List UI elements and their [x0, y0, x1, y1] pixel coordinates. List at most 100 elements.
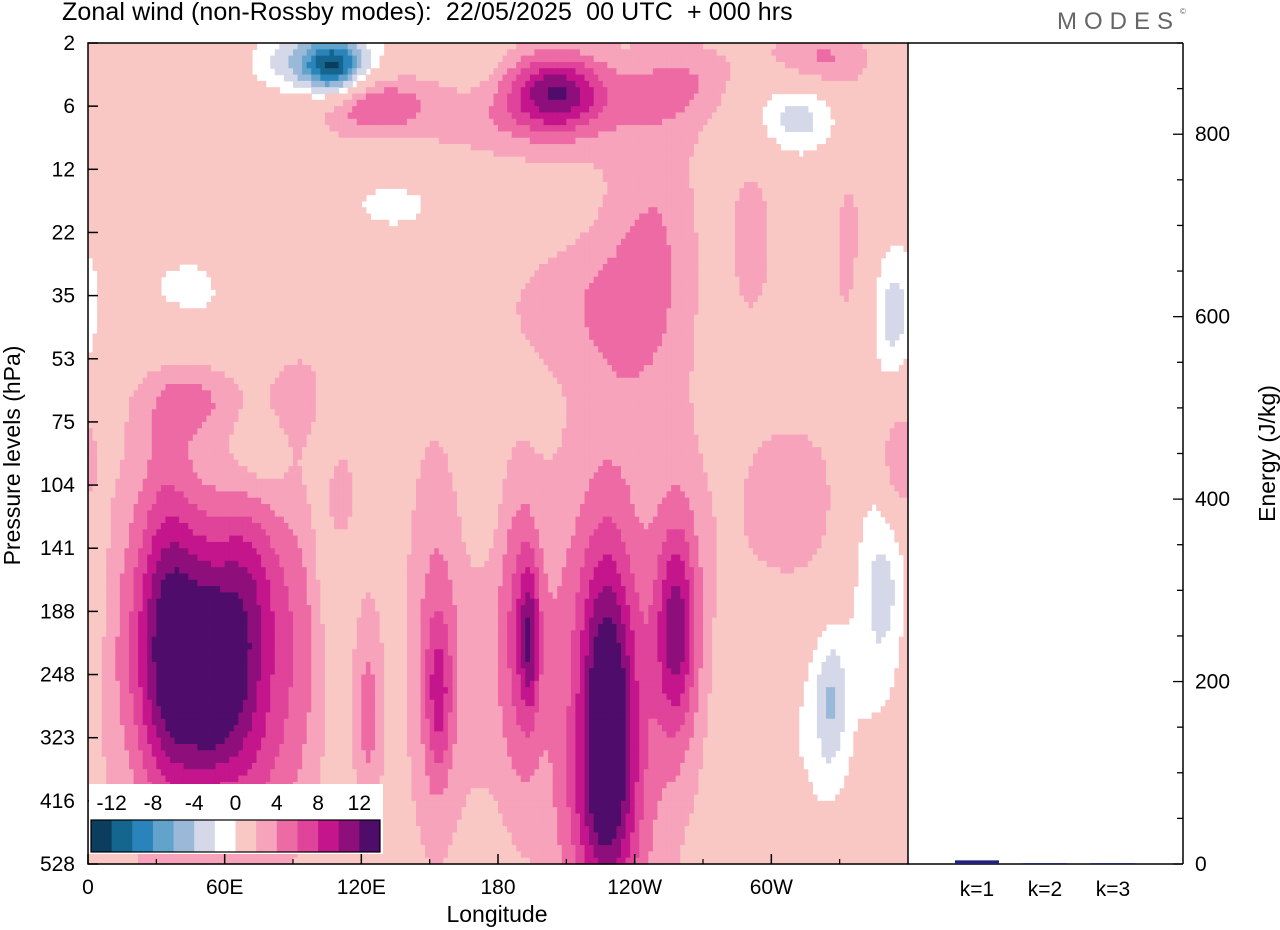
heatmap-cell: [179, 87, 184, 94]
heatmap-cell: [138, 43, 143, 50]
heatmap-cell: [97, 49, 102, 56]
heatmap-cell: [616, 131, 621, 138]
heatmap-cell: [826, 81, 831, 88]
heatmap-cell: [575, 68, 580, 75]
heatmap-cell: [138, 100, 143, 107]
heatmap-cell: [393, 62, 398, 69]
heatmap-cell: [630, 75, 635, 82]
heatmap-cell: [730, 49, 735, 56]
heatmap-cell: [462, 87, 467, 94]
heatmap-cell: [202, 68, 207, 75]
heatmap-cell: [120, 119, 125, 126]
heatmap-cell: [799, 49, 804, 56]
heatmap-cell: [876, 49, 881, 56]
heatmap-cell: [635, 119, 640, 126]
heatmap-cell: [534, 81, 539, 88]
heatmap-cell: [466, 75, 471, 82]
heatmap-cell: [607, 68, 612, 75]
heatmap-cell: [616, 87, 621, 94]
heatmap-cell: [193, 43, 198, 50]
heatmap-cell: [302, 106, 307, 113]
heatmap-cell: [229, 94, 234, 101]
heatmap-cell: [234, 68, 239, 75]
heatmap-cell: [653, 81, 658, 88]
heatmap-cell: [698, 43, 703, 50]
heatmap-cell: [421, 43, 426, 50]
heatmap-cell: [621, 62, 626, 69]
heatmap-cell: [457, 94, 462, 101]
heatmap-cell: [862, 112, 867, 119]
heatmap-cell: [785, 43, 790, 50]
heatmap-cell: [202, 43, 207, 50]
heatmap-cell: [475, 56, 480, 63]
heatmap-cell: [175, 49, 180, 56]
heatmap-cell: [626, 112, 631, 119]
heatmap-cell: [393, 94, 398, 101]
heatmap-cell: [553, 87, 558, 94]
heatmap-cell: [644, 87, 649, 94]
heatmap-cell: [279, 119, 284, 126]
heatmap-cell: [229, 112, 234, 119]
heatmap-cell: [799, 43, 804, 50]
heatmap-cell: [421, 125, 426, 132]
heatmap-cell: [471, 100, 476, 107]
heatmap-cell: [216, 56, 221, 63]
heatmap-cell: [348, 106, 353, 113]
heatmap-cell: [434, 49, 439, 56]
heatmap-cell: [639, 81, 644, 88]
heatmap-cell: [790, 119, 795, 126]
heatmap-cell: [708, 125, 713, 132]
heatmap-cell: [630, 131, 635, 138]
heatmap-cell: [398, 100, 403, 107]
heatmap-cell: [630, 81, 635, 88]
heatmap-cell: [503, 81, 508, 88]
heatmap-cell: [776, 56, 781, 63]
heatmap-cell: [352, 112, 357, 119]
heatmap-cell: [352, 75, 357, 82]
heatmap-cell: [407, 94, 412, 101]
heatmap-cell: [211, 75, 216, 82]
heatmap-cell: [480, 43, 485, 50]
heatmap-cell: [156, 87, 161, 94]
heatmap-cell: [598, 100, 603, 107]
heatmap-cell: [721, 62, 726, 69]
heatmap-cell: [471, 49, 476, 56]
heatmap-cell: [102, 75, 107, 82]
heatmap-cell: [630, 119, 635, 126]
heatmap-cell: [361, 81, 366, 88]
heatmap-cell: [562, 112, 567, 119]
heatmap-cell: [539, 56, 544, 63]
heatmap-cell: [544, 43, 549, 50]
heatmap-cell: [225, 94, 230, 101]
heatmap-cell: [876, 119, 881, 126]
heatmap-cell: [366, 119, 371, 126]
heatmap-cell: [708, 68, 713, 75]
heatmap-cell: [88, 106, 93, 113]
heatmap-cell: [475, 43, 480, 50]
heatmap-cell: [275, 62, 280, 69]
heatmap-cell: [648, 125, 653, 132]
heatmap-cell: [206, 43, 211, 50]
heatmap-cell: [115, 43, 120, 50]
heatmap-cell: [411, 119, 416, 126]
heatmap-cell: [557, 106, 562, 113]
heatmap-cell: [744, 94, 749, 101]
heatmap-cell: [380, 106, 385, 113]
heatmap-cell: [111, 125, 116, 132]
heatmap-cell: [102, 106, 107, 113]
heatmap-cell: [120, 125, 125, 132]
heatmap-cell: [120, 112, 125, 119]
heatmap-cell: [566, 112, 571, 119]
heatmap-cell: [115, 75, 120, 82]
heatmap-cell: [503, 75, 508, 82]
heatmap-cell: [275, 68, 280, 75]
heatmap-cell: [434, 68, 439, 75]
heatmap-cell: [776, 49, 781, 56]
heatmap-cell: [457, 75, 462, 82]
heatmap-cell: [302, 119, 307, 126]
heatmap-cell: [685, 100, 690, 107]
heatmap-cell: [630, 43, 635, 50]
heatmap-cell: [129, 112, 134, 119]
heatmap-cell: [603, 75, 608, 82]
heatmap-cell: [680, 131, 685, 138]
